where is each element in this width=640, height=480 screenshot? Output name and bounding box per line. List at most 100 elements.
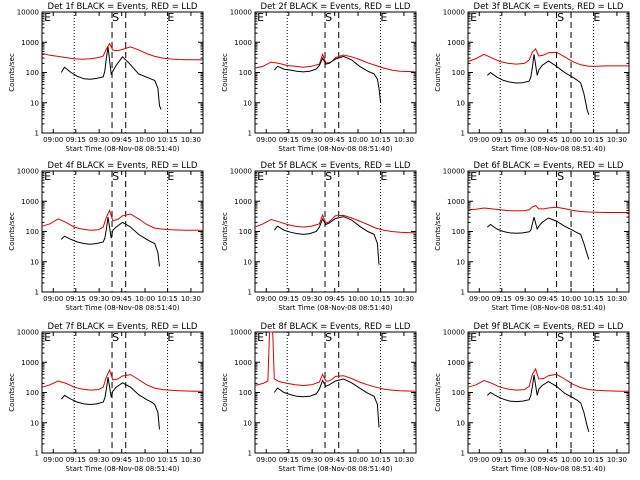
panel-det-7: Det 7f BLACK = Events, RED = LLD 1 10 100 10…: [8, 322, 204, 473]
series-line-events: [60, 377, 160, 430]
x-tick-label: 09:00: [256, 456, 276, 464]
x-tick-label: 10:30: [181, 295, 201, 303]
panel-title: Det 3f BLACK = Events, RED = LLD: [474, 2, 624, 12]
x-tick-label: 10:15: [157, 295, 177, 303]
plot-frame: [467, 170, 630, 293]
x-tick-label: 10:00: [135, 136, 155, 144]
x-tick-label: 10:15: [157, 136, 177, 144]
x-tick-label: 10:15: [370, 136, 390, 144]
plot-frame: [41, 331, 204, 454]
marker-e-start: E: [257, 11, 264, 24]
marker-e-end: E: [380, 331, 387, 344]
y-tick-label: 1: [461, 450, 465, 458]
x-axis-label: Start Time (08-Nov-08 08:51:40): [491, 465, 605, 473]
panel-det-2: Det 2f BLACK = Events, RED = LLD 1 10 100 10…: [221, 2, 417, 153]
marker-e-end: E: [167, 11, 174, 24]
x-axis-label: Start Time (08-Nov-08 08:51:40): [65, 145, 179, 153]
y-tick-label: 10000: [17, 168, 39, 176]
series-line-lld: [41, 368, 203, 392]
y-tick-label: 1: [461, 289, 465, 297]
y-tick-label: 10: [456, 419, 465, 427]
panel-det-9: Det 9f BLACK = Events, RED = LLD 1 10 100 10…: [434, 322, 630, 473]
series-line-events: [273, 378, 380, 428]
x-tick-label: 09:45: [112, 456, 132, 464]
marker-e-end: E: [593, 11, 600, 24]
y-tick-label: 1: [35, 289, 39, 297]
marker-e-end: E: [593, 331, 600, 344]
x-tick-label: 10:15: [370, 456, 390, 464]
x-tick-label: 10:30: [607, 136, 627, 144]
y-tick-label: 1000: [447, 39, 465, 47]
x-tick-label: 10:30: [394, 456, 414, 464]
marker-s: S: [325, 11, 332, 24]
y-tick-label: 10000: [230, 168, 252, 176]
x-tick-label: 10:30: [394, 136, 414, 144]
series-line-lld: [254, 331, 417, 392]
x-tick-label: 09:45: [325, 136, 345, 144]
x-tick-label: 09:15: [279, 456, 299, 464]
y-axis-label: Counts/sec: [8, 212, 16, 251]
y-tick-label: 100: [452, 389, 465, 397]
series-line-lld: [467, 205, 629, 213]
x-axis-label: Start Time (08-Nov-08 08:51:40): [278, 145, 392, 153]
y-tick-label: 1: [248, 450, 252, 458]
y-tick-label: 10: [456, 258, 465, 266]
y-tick-label: 1000: [21, 39, 39, 47]
y-tick-label: 10: [456, 99, 465, 107]
marker-e-end: E: [593, 170, 600, 183]
x-tick-label: 09:30: [515, 136, 535, 144]
series-line-events: [273, 55, 382, 103]
y-tick-label: 100: [452, 69, 465, 77]
marker-e-start: E: [44, 11, 51, 24]
y-tick-label: 10000: [230, 9, 252, 17]
x-tick-label: 10:00: [348, 136, 368, 144]
marker-s: S: [112, 331, 119, 344]
marker-e-start: E: [257, 331, 264, 344]
x-tick-label: 09:30: [302, 456, 322, 464]
y-tick-label: 10: [30, 99, 39, 107]
x-tick-label: 09:15: [66, 295, 86, 303]
y-tick-label: 10: [30, 258, 39, 266]
x-tick-label: 09:30: [302, 136, 322, 144]
y-tick-label: 100: [26, 389, 39, 397]
y-tick-label: 1000: [447, 359, 465, 367]
y-tick-label: 1: [35, 130, 39, 138]
x-axis-label: Start Time (08-Nov-08 08:51:40): [278, 304, 392, 312]
x-axis-label: Start Time (08-Nov-08 08:51:40): [491, 304, 605, 312]
panel-title: Det 7f BLACK = Events, RED = LLD: [48, 322, 198, 332]
x-tick-label: 10:00: [561, 456, 581, 464]
plot-frame: [41, 170, 204, 293]
panel-det-1: Det 1f BLACK = Events, RED = LLD 1 10 100 10…: [8, 2, 204, 153]
x-tick-label: 09:15: [492, 136, 512, 144]
x-tick-label: 10:30: [181, 136, 201, 144]
x-tick-label: 09:45: [325, 456, 345, 464]
x-tick-label: 10:00: [135, 456, 155, 464]
y-axis-label: Counts/sec: [221, 53, 229, 92]
series-line-events: [486, 54, 590, 115]
y-axis-label: Counts/sec: [221, 373, 229, 412]
y-axis-label: Counts/sec: [8, 53, 16, 92]
panel-title: Det 1f BLACK = Events, RED = LLD: [48, 2, 198, 12]
x-tick-label: 09:45: [112, 295, 132, 303]
x-tick-label: 09:15: [279, 295, 299, 303]
y-tick-label: 1000: [447, 198, 465, 206]
marker-e-start: E: [44, 331, 51, 344]
x-tick-label: 09:15: [279, 136, 299, 144]
x-tick-label: 10:00: [348, 456, 368, 464]
x-tick-label: 09:00: [469, 295, 489, 303]
panel-det-8: Det 8f BLACK = Events, RED = LLD 1 10 100 10…: [221, 322, 417, 473]
y-tick-label: 10: [243, 419, 252, 427]
marker-s: S: [112, 11, 119, 24]
panel-det-3: Det 3f BLACK = Events, RED = LLD 1 10 100 10…: [434, 2, 630, 153]
x-tick-label: 10:00: [561, 295, 581, 303]
series-line-lld: [41, 42, 204, 61]
y-tick-label: 1: [35, 450, 39, 458]
panel-det-4: Det 4f BLACK = Events, RED = LLD 1 10 100 10…: [8, 161, 204, 312]
y-tick-label: 100: [239, 69, 252, 77]
y-tick-label: 10000: [17, 9, 39, 17]
marker-s: S: [325, 331, 332, 344]
marker-e-end: E: [167, 331, 174, 344]
x-tick-label: 10:00: [135, 295, 155, 303]
x-tick-label: 10:00: [561, 136, 581, 144]
